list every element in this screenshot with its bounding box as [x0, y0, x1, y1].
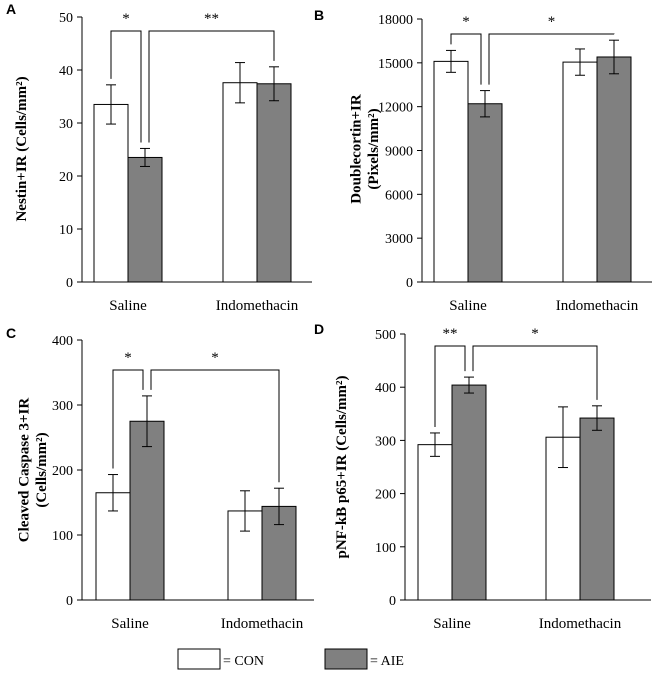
y-tick-label: 300	[52, 399, 73, 414]
y-axis-label-line: pNF-kB p65+IR (Cells/mm²)	[334, 375, 350, 558]
y-axis-label: Doublecortin+IR(Pixels/mm²)	[349, 94, 382, 204]
panel-letter: A	[6, 1, 16, 17]
y-tick-label: 0	[406, 276, 413, 291]
y-axis-label: Cleaved Caspase 3+IR(Cells/mm²)	[17, 398, 50, 543]
y-tick-label: 10	[59, 223, 73, 238]
y-tick-label: 100	[375, 541, 396, 556]
y-tick-label: 200	[52, 464, 73, 479]
y-tick-label: 100	[52, 529, 73, 544]
y-axis-label-line: (Pixels/mm²)	[366, 108, 382, 189]
y-tick-label: 40	[59, 64, 73, 79]
bar-aie	[127, 156, 163, 283]
significance-bracket	[472, 345, 598, 400]
significance-bracket	[450, 33, 482, 85]
y-tick-label: 400	[52, 334, 73, 349]
y-axis-label-line: Cleaved Caspase 3+IR	[17, 398, 33, 543]
bar-con	[93, 103, 129, 283]
y-tick-label: 12000	[378, 101, 413, 116]
bar-con	[433, 60, 469, 283]
x-category-label: Indomethacin	[216, 298, 299, 314]
bar-aie	[579, 417, 615, 601]
legend-swatch-aie	[324, 648, 368, 670]
bar-aie	[129, 420, 165, 601]
legend-swatch-con	[177, 648, 221, 670]
significance-bracket	[112, 369, 144, 469]
x-category-label: Indomethacin	[221, 616, 304, 632]
y-tick-label: 18000	[378, 13, 413, 28]
significance-label: **	[204, 11, 219, 27]
x-category-label: Saline	[433, 616, 471, 632]
significance-label: *	[211, 350, 219, 366]
significance-label: *	[124, 350, 132, 366]
y-axis-label-line: Doublecortin+IR	[349, 94, 365, 204]
panel-letter: B	[314, 7, 324, 23]
significance-bracket	[434, 345, 466, 427]
y-axis-label-line: (Cells/mm²)	[34, 432, 50, 507]
panel-letter: C	[6, 325, 16, 341]
legend: = CON = AIE	[177, 648, 404, 670]
panel-a: A Nestin+IR (Cells/mm²) 0 10 20 30 40 50 Saline I…	[6, 1, 312, 314]
y-tick-label: 400	[375, 381, 396, 396]
bar-aie	[256, 83, 292, 283]
bar-con	[417, 444, 453, 601]
y-axis-label: Nestin+IR (Cells/mm²)	[14, 76, 30, 221]
significance-bracket	[150, 369, 280, 483]
y-tick-label: 500	[375, 328, 396, 343]
y-axis-label-line: Nestin+IR (Cells/mm²)	[14, 76, 30, 221]
significance-label: *	[548, 14, 556, 30]
significance-label: *	[462, 14, 470, 30]
y-tick-label: 0	[66, 276, 73, 291]
bar-aie	[467, 103, 503, 283]
y-tick-label: 3000	[385, 232, 413, 247]
x-category-label: Indomethacin	[556, 298, 639, 314]
bar-aie	[596, 56, 632, 283]
panel-letter: D	[314, 321, 324, 337]
legend-label: = AIE	[370, 654, 404, 669]
significance-bracket	[488, 33, 615, 85]
legend-label: = CON	[223, 654, 264, 669]
y-tick-label: 0	[389, 594, 396, 609]
y-tick-label: 30	[59, 117, 73, 132]
y-tick-label: 50	[59, 11, 73, 26]
significance-label: *	[122, 11, 130, 27]
significance-label: **	[443, 326, 458, 342]
x-category-label: Saline	[449, 298, 487, 314]
bar-aie	[451, 384, 487, 601]
y-tick-label: 20	[59, 170, 73, 185]
x-category-label: Saline	[111, 616, 149, 632]
bar-con	[222, 82, 258, 283]
significance-label: *	[531, 326, 539, 342]
bar-con	[95, 492, 131, 601]
significance-bracket	[148, 30, 275, 143]
panel-c: C Cleaved Caspase 3+IR(Cells/mm²) 0 100 200 3…	[6, 325, 314, 632]
y-tick-label: 9000	[385, 145, 413, 160]
panel-b: B Doublecortin+IR(Pixels/mm²) 0 3000 6000 900…	[314, 7, 652, 314]
bar-con	[562, 61, 598, 283]
x-category-label: Saline	[109, 298, 147, 314]
y-tick-label: 200	[375, 488, 396, 503]
significance-bracket	[110, 30, 142, 143]
y-axis-label: pNF-kB p65+IR (Cells/mm²)	[334, 375, 350, 558]
y-tick-label: 300	[375, 434, 396, 449]
y-tick-label: 6000	[385, 188, 413, 203]
x-category-label: Indomethacin	[539, 616, 622, 632]
y-tick-label: 15000	[378, 57, 413, 72]
y-tick-label: 0	[66, 594, 73, 609]
